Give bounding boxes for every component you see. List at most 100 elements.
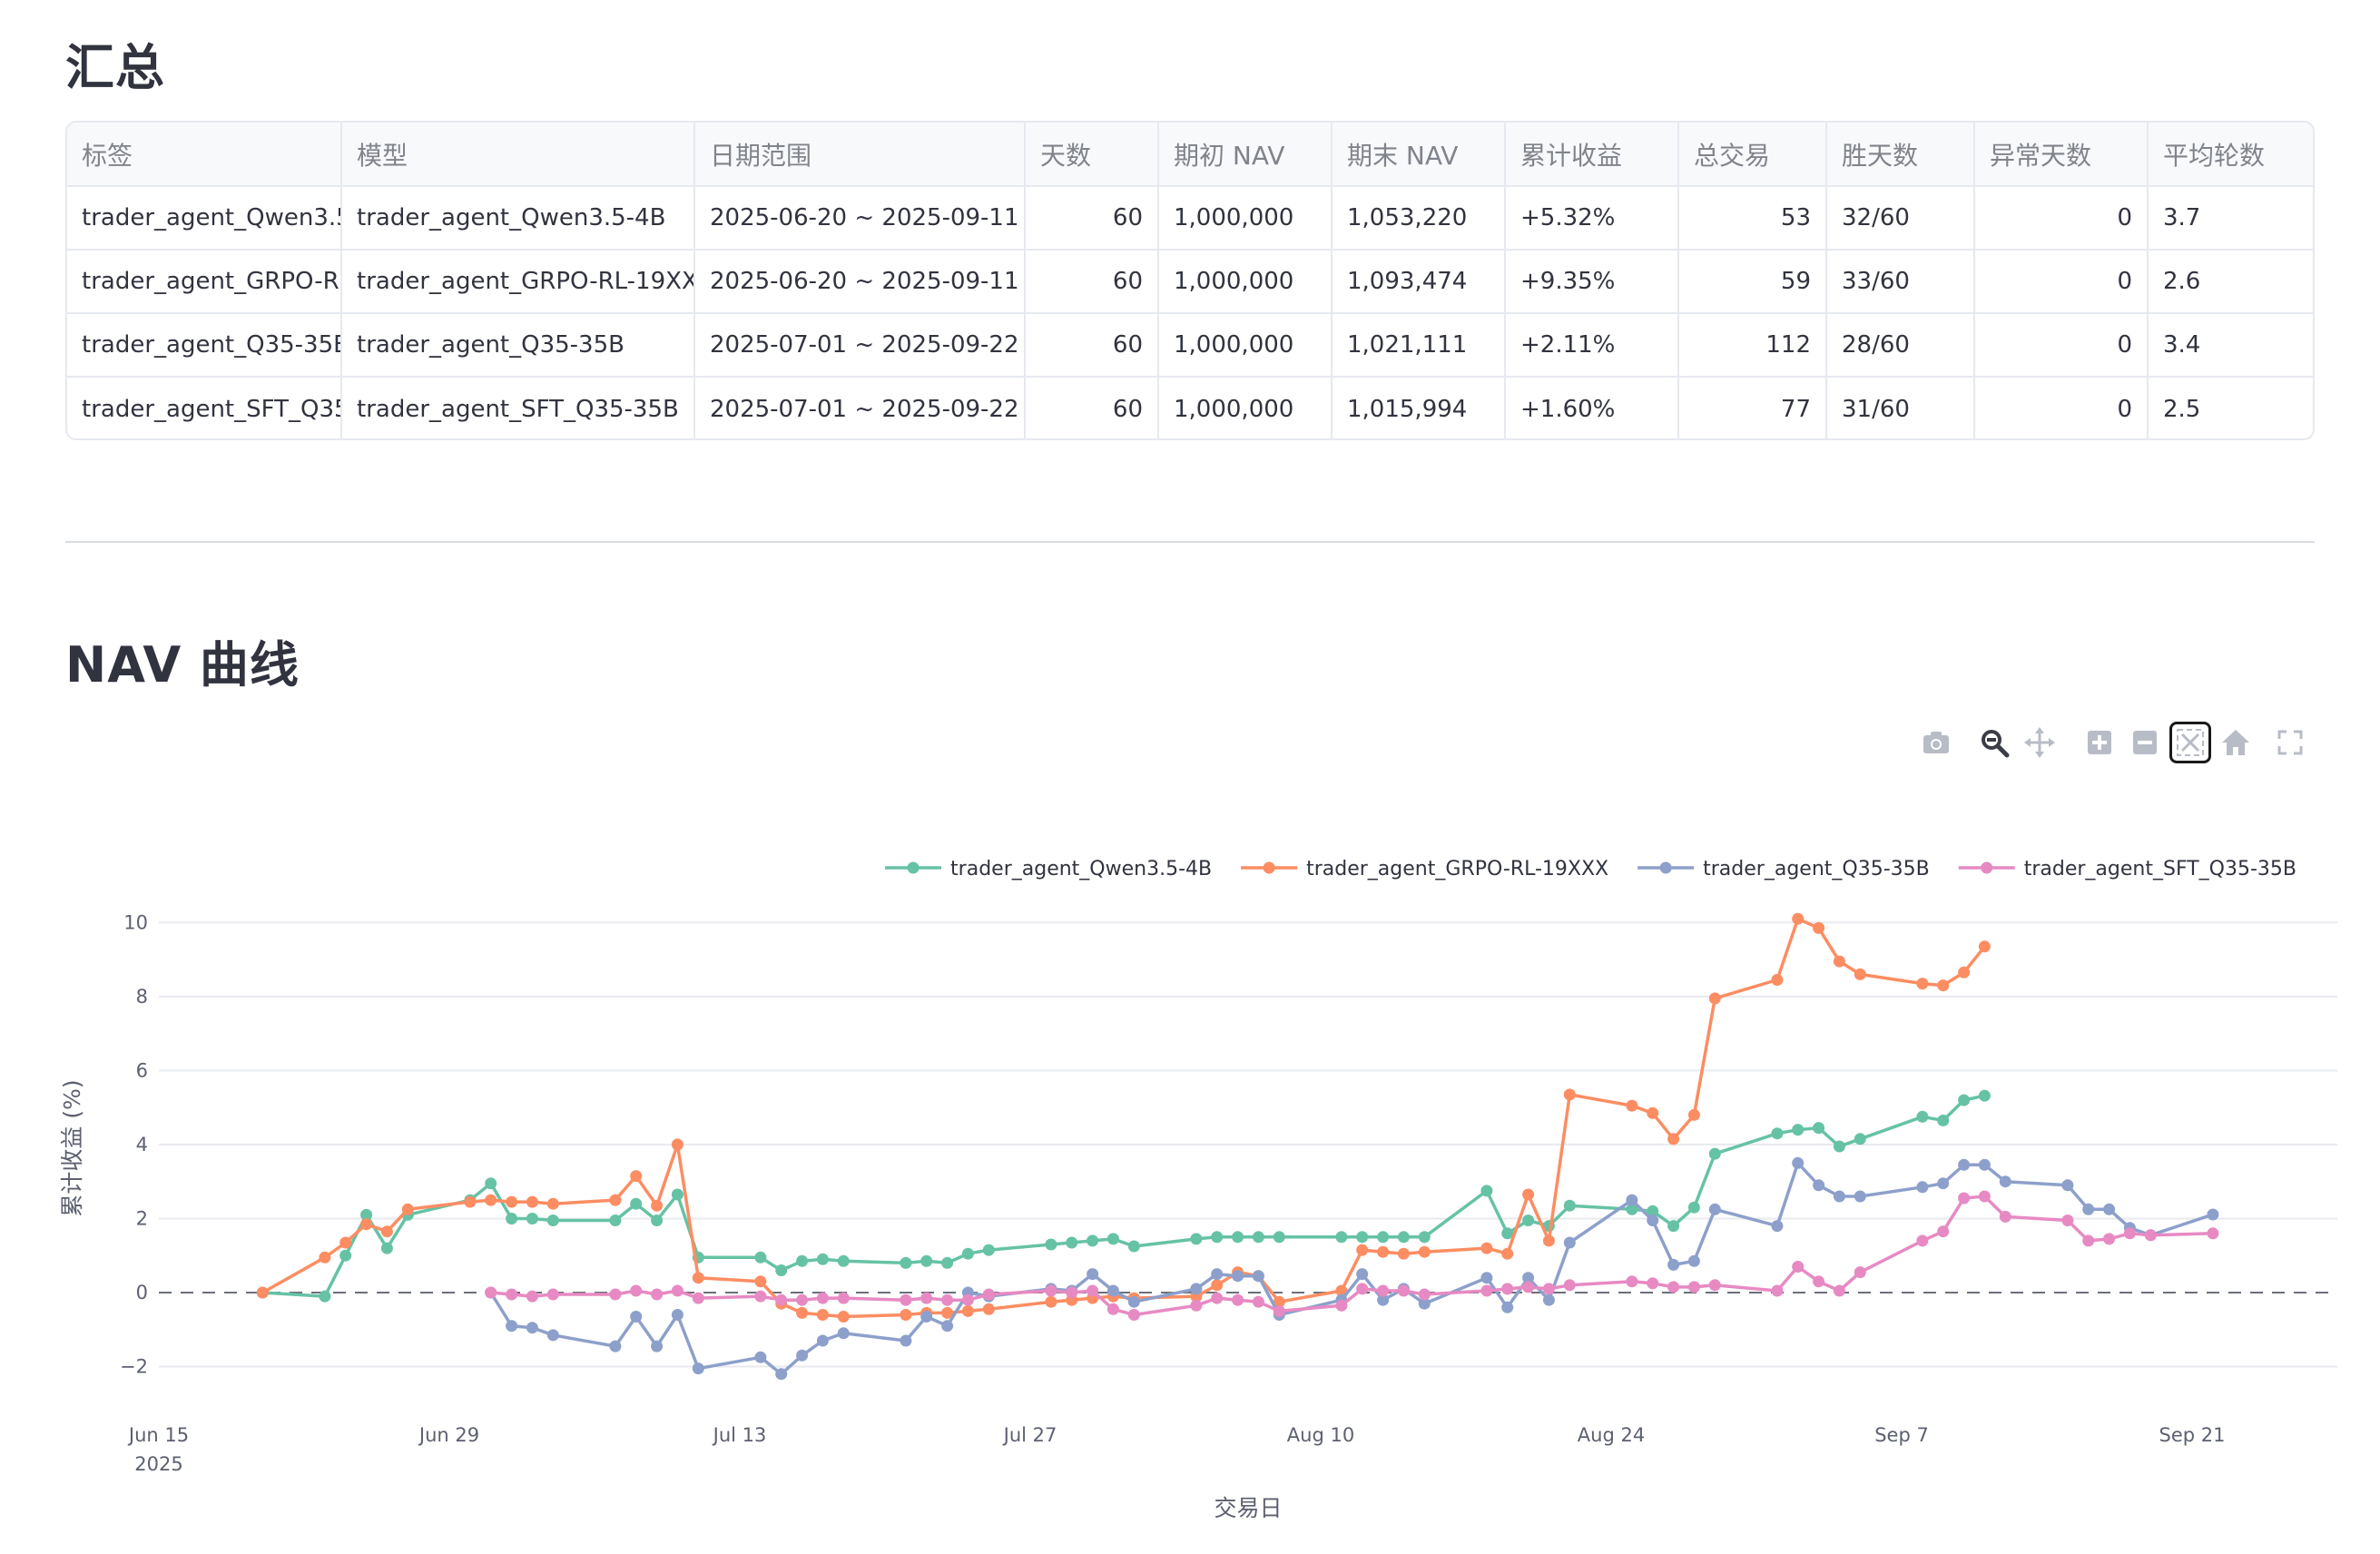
data-point[interactable] [1792, 1261, 1805, 1273]
data-point[interactable] [506, 1288, 518, 1301]
data-point[interactable] [2144, 1229, 2157, 1242]
data-point[interactable] [339, 1249, 352, 1262]
data-point[interactable] [1792, 1156, 1805, 1169]
data-point[interactable] [1542, 1234, 1555, 1247]
data-point[interactable] [796, 1306, 809, 1319]
data-point[interactable] [1066, 1286, 1078, 1299]
data-point[interactable] [1687, 1281, 1700, 1293]
data-point[interactable] [1273, 1295, 1285, 1308]
data-point[interactable] [982, 1303, 995, 1315]
col-header-date-range[interactable]: 日期范围 [694, 123, 1026, 187]
data-point[interactable] [651, 1288, 664, 1301]
data-point[interactable] [1542, 1293, 1555, 1306]
data-point[interactable] [1232, 1293, 1244, 1306]
data-point[interactable] [1418, 1288, 1431, 1301]
data-point[interactable] [526, 1195, 538, 1208]
table-cell[interactable]: trader_agent_Q35-35B [341, 313, 695, 378]
col-header-avg-rounds[interactable]: 平均轮数 [2148, 123, 2313, 187]
data-point[interactable] [1045, 1295, 1057, 1308]
data-point[interactable] [1916, 978, 1929, 990]
data-point[interactable] [900, 1309, 912, 1321]
table-cell[interactable]: 0 [1974, 186, 2149, 251]
data-point[interactable] [941, 1256, 954, 1269]
data-point[interactable] [1833, 1140, 1845, 1153]
data-point[interactable] [1792, 1124, 1805, 1136]
data-point[interactable] [1708, 1203, 1721, 1215]
data-point[interactable] [1999, 1210, 2011, 1223]
data-point[interactable] [1854, 1190, 1866, 1203]
data-point[interactable] [796, 1293, 809, 1306]
data-point[interactable] [1273, 1231, 1285, 1244]
data-point[interactable] [961, 1247, 974, 1260]
col-header-end-nav[interactable]: 期末 NAV [1332, 123, 1506, 187]
data-point[interactable] [506, 1213, 518, 1225]
data-point[interactable] [546, 1288, 559, 1301]
data-point[interactable] [1813, 1179, 1825, 1192]
data-point[interactable] [1127, 1240, 1140, 1253]
series-line[interactable] [261, 917, 1986, 1319]
data-point[interactable] [1106, 1284, 1119, 1297]
table-cell[interactable]: 1,021,111 [1332, 313, 1506, 378]
data-point[interactable] [2103, 1233, 2116, 1245]
col-header-cum-return[interactable]: 累计收益 [1505, 123, 1679, 187]
table-cell[interactable]: 2.5 [2163, 395, 2201, 423]
legend-item-3[interactable]: trader_agent_Q35-35B [1637, 858, 1930, 880]
data-point[interactable] [485, 1177, 497, 1190]
data-point[interactable] [1687, 1254, 1700, 1267]
table-cell[interactable]: 3.7 [2148, 186, 2313, 251]
data-point[interactable] [1813, 1275, 1825, 1288]
data-point[interactable] [1480, 1284, 1493, 1297]
table-cell[interactable]: 1,015,994 [1332, 377, 1506, 438]
data-point[interactable] [526, 1290, 538, 1303]
data-point[interactable] [1356, 1268, 1369, 1281]
data-point[interactable] [526, 1322, 538, 1334]
data-point[interactable] [1978, 940, 1991, 953]
data-point[interactable] [1647, 1215, 1659, 1226]
data-point[interactable] [1418, 1245, 1431, 1258]
data-point[interactable] [1647, 1277, 1659, 1290]
table-cell[interactable]: 1,000,000 [1158, 313, 1333, 378]
data-point[interactable] [546, 1329, 559, 1342]
data-point[interactable] [256, 1286, 269, 1299]
data-point[interactable] [920, 1292, 933, 1304]
data-point[interactable] [1501, 1283, 1514, 1295]
data-point[interactable] [816, 1334, 829, 1347]
data-point[interactable] [1854, 1266, 1866, 1279]
home-icon[interactable] [2215, 722, 2257, 763]
data-point[interactable] [1937, 1114, 1950, 1126]
table-cell[interactable]: 53 [1678, 186, 1827, 251]
data-point[interactable] [775, 1368, 788, 1381]
data-point[interactable] [1978, 1190, 1991, 1203]
data-point[interactable] [1687, 1108, 1700, 1121]
data-point[interactable] [796, 1254, 809, 1267]
data-point[interactable] [1190, 1299, 1203, 1312]
data-point[interactable] [1252, 1295, 1264, 1308]
data-point[interactable] [1978, 1089, 1991, 1102]
table-cell[interactable]: 0 [1974, 250, 2149, 314]
table-cell[interactable]: 2025-07-01 ~ 2025-09-22 [694, 313, 1026, 378]
data-point[interactable] [1937, 979, 1950, 992]
data-point[interactable] [1087, 1268, 1099, 1281]
table-cell[interactable]: 2025-06-20 ~ 2025-09-11 [694, 250, 1026, 314]
data-point[interactable] [941, 1306, 954, 1319]
data-point[interactable] [1813, 921, 1825, 934]
data-point[interactable] [1106, 1233, 1119, 1245]
data-point[interactable] [380, 1242, 393, 1254]
table-cell[interactable]: trader_agent_Qwen3.5-4B [341, 186, 695, 251]
data-point[interactable] [1771, 1284, 1784, 1297]
data-point[interactable] [2207, 1208, 2219, 1221]
data-point[interactable] [1647, 1106, 1659, 1119]
table-cell[interactable]: 1,000,000 [1158, 250, 1333, 314]
data-point[interactable] [671, 1284, 684, 1297]
nav-chart[interactable]: 交易日 累计收益 (%) −2 0 2 4 6 8 10 Jun 15 2025 Jun 29 Ju… [0, 790, 2380, 1554]
data-point[interactable] [1522, 1281, 1535, 1293]
col-header-anomaly-days[interactable]: 异常天数 [1974, 123, 2149, 187]
table-cell[interactable]: 77 [1678, 377, 1827, 438]
data-point[interactable] [1418, 1297, 1431, 1310]
data-point[interactable] [1211, 1268, 1224, 1281]
data-point[interactable] [1999, 1175, 2011, 1188]
col-header-start-nav[interactable]: 期初 NAV [1158, 123, 1333, 187]
data-point[interactable] [692, 1292, 704, 1304]
data-point[interactable] [1397, 1247, 1410, 1260]
data-point[interactable] [401, 1203, 414, 1215]
